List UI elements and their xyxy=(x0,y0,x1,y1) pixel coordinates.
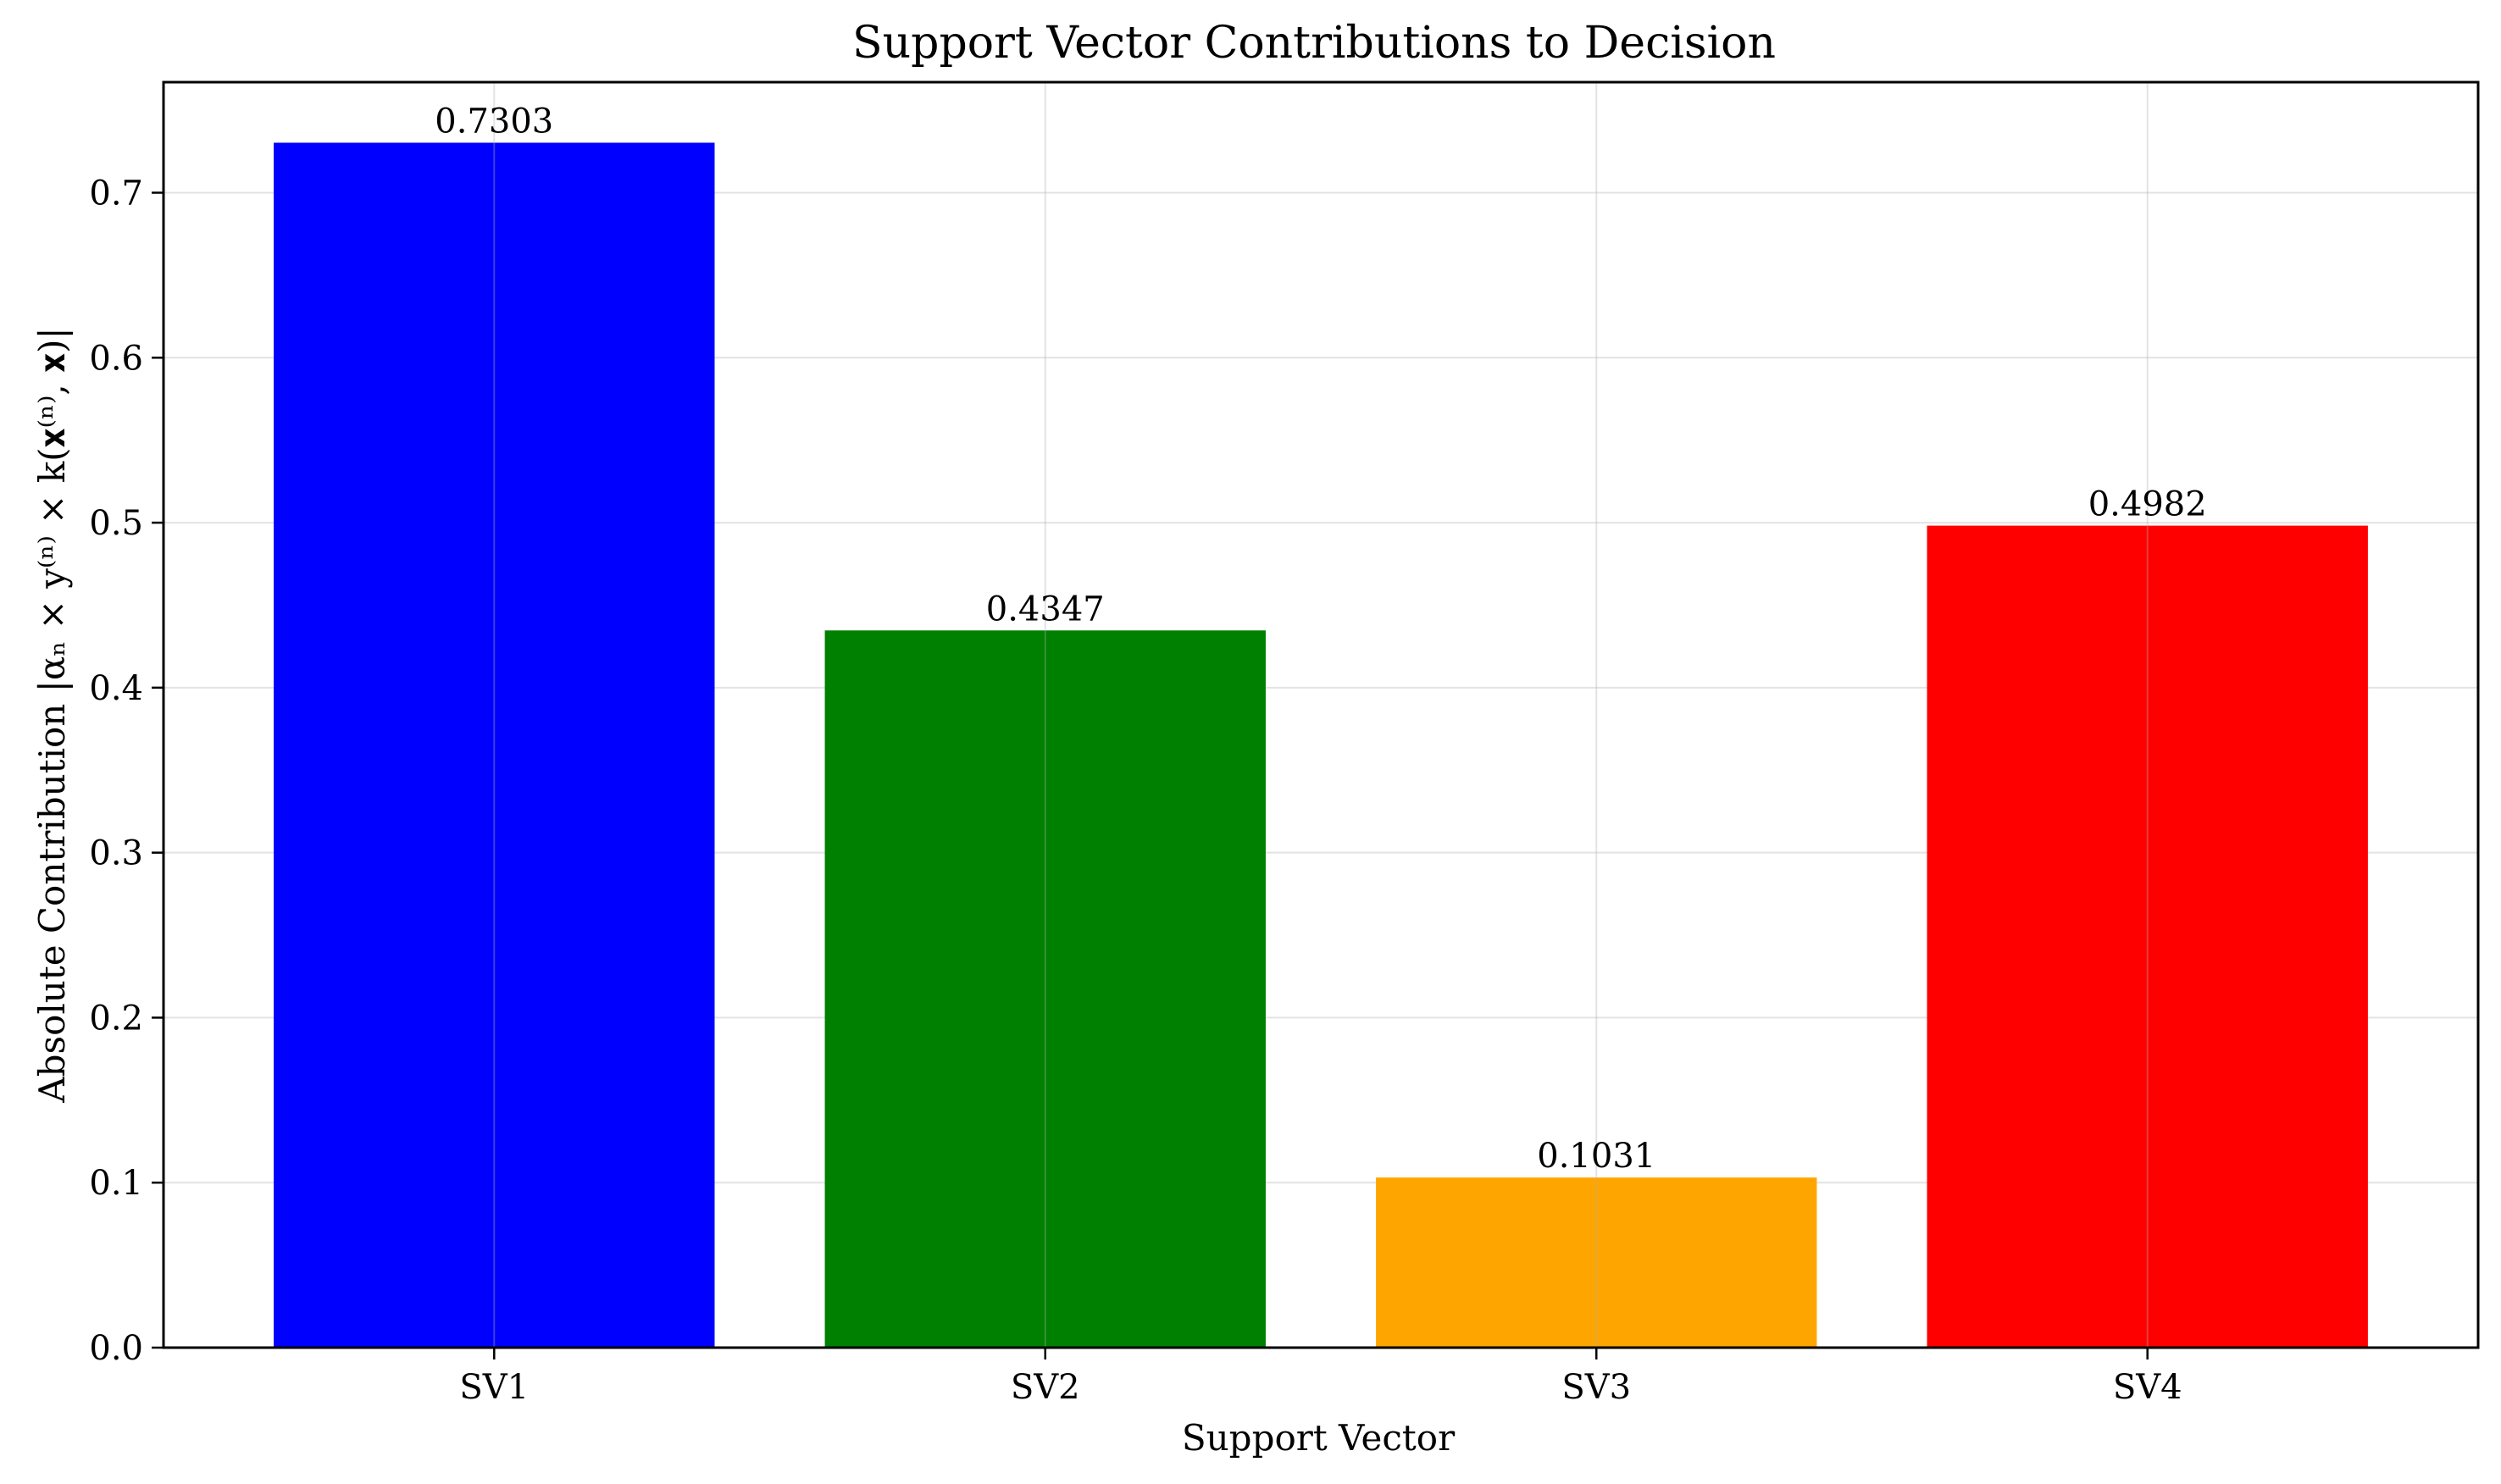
x-tick-label: SV1 xyxy=(459,1368,529,1407)
y-tick-label: 0.3 xyxy=(89,834,143,873)
bar-sv4 xyxy=(1927,525,2368,1348)
y-tick-label: 0.1 xyxy=(89,1164,143,1203)
bar-sv3 xyxy=(1376,1177,1817,1348)
y-tick-label: 0.7 xyxy=(89,174,143,213)
bars xyxy=(274,82,2368,1348)
plot-frame xyxy=(162,80,2480,1349)
x-axis-label: Support Vector xyxy=(1182,1417,1456,1459)
y-axis-ticks: 0.0 0.1 0.2 0.3 0.4 0.5 0.6 0.7 xyxy=(89,174,164,1368)
y-tick-label: 0.5 xyxy=(89,504,143,543)
y-axis-label: Absolute Contribution |αₙ × y⁽ⁿ⁾ × k(𝐱⁽ⁿ… xyxy=(31,327,73,1103)
y-tick-label: 0.6 xyxy=(89,339,143,378)
chart-title: Support Vector Contributions to Decision xyxy=(852,18,1776,69)
x-axis-ticks: SV1 SV2 SV3 SV4 xyxy=(459,1348,2182,1407)
bar-value-label: 0.4982 xyxy=(2088,485,2207,524)
bar-sv2 xyxy=(824,630,1266,1348)
y-tick-label: 0.0 xyxy=(89,1329,143,1368)
bar-value-label: 0.7303 xyxy=(435,102,553,141)
bar-value-label: 0.1031 xyxy=(1537,1137,1655,1176)
x-tick-label: SV4 xyxy=(2113,1368,2182,1407)
bar-sv1 xyxy=(274,142,715,1348)
y-tick-label: 0.2 xyxy=(89,999,143,1038)
x-tick-label: SV3 xyxy=(1561,1368,1631,1407)
bar-value-labels: 0.7303 0.4347 0.1031 0.4982 xyxy=(435,102,2206,1176)
x-tick-label: SV2 xyxy=(1011,1368,1080,1407)
bar-value-label: 0.4347 xyxy=(986,590,1105,628)
y-tick-label: 0.4 xyxy=(89,669,143,708)
